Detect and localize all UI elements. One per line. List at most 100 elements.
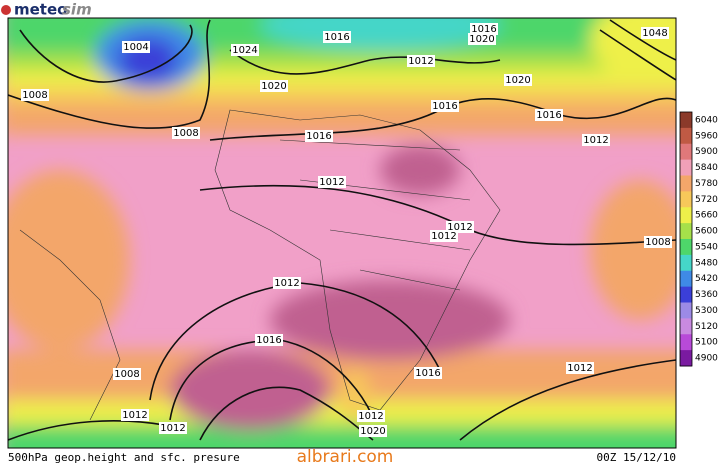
- isobar-label: 1016: [256, 335, 281, 346]
- colorbar: 6040 5960 5900 5840 5780 5720 5660 5600 5540 5480…: [679, 111, 718, 367]
- colorbar-swatch: [680, 318, 692, 335]
- isobar-label: 1020: [261, 81, 286, 92]
- isobar-label-box: [323, 31, 351, 43]
- logo-icon: [1, 5, 11, 15]
- isobar-label-box: [273, 277, 301, 289]
- isobar-label-box: [641, 27, 669, 39]
- colorbar-swatch: [680, 112, 692, 129]
- isobar-label-box: [407, 55, 435, 67]
- colorbar-swatch: [680, 270, 692, 288]
- isobar-label-box: [431, 100, 459, 112]
- isobar-label: 1016: [432, 101, 457, 112]
- isobar-label-box: [21, 89, 49, 101]
- isobar-label-box: [260, 80, 288, 92]
- map-frame: [7, 17, 677, 449]
- colorbar-label: 5840: [695, 163, 718, 173]
- colorbar-swatch: [680, 143, 692, 161]
- isobar-label: 1016: [471, 24, 496, 35]
- isobar-label-box: [414, 367, 442, 379]
- isobar-label: 1020: [469, 34, 494, 45]
- isobar-labels: 1004 102410161016102010481008102010121020…: [21, 23, 672, 437]
- colorbar-label: 5120: [695, 322, 718, 332]
- logo-brand: meteo: [14, 1, 67, 19]
- isobar-label-box: [357, 410, 385, 422]
- isobar-label-box: [121, 409, 149, 421]
- colorbar-swatch: [680, 207, 692, 224]
- colorbar-swatch: [680, 239, 692, 256]
- isobar-label-box: [318, 176, 346, 188]
- colorbar-label: 5660: [695, 211, 718, 221]
- isobar-label: 1016: [415, 368, 440, 379]
- colorbar-label: 5360: [695, 290, 718, 300]
- colorbar-swatch: [680, 350, 692, 367]
- isobar-label: 1048: [642, 28, 667, 39]
- isobar-label: 1004: [123, 42, 148, 53]
- isobar-label-box: [430, 230, 458, 242]
- colorbar-swatch: [680, 334, 692, 351]
- colorbar-swatch: [680, 159, 692, 176]
- colorbar-label: 5480: [695, 258, 718, 268]
- isobar-label-box: [231, 44, 259, 56]
- isobar-label: 1020: [505, 75, 530, 86]
- isobar-label: 1016: [536, 110, 561, 121]
- isobar-label: 1008: [22, 90, 47, 101]
- isobar-label: 1012: [583, 135, 608, 146]
- logo-suffix: sim: [62, 1, 92, 19]
- colorbar-label: 5960: [695, 131, 718, 141]
- map: 1004 102410161016102010481008102010121020…: [8, 18, 676, 448]
- isobar-label-box: [535, 109, 563, 121]
- colorbar-label: 5780: [695, 179, 718, 189]
- isobar-label-box: [255, 334, 283, 346]
- isobar-label-box: [644, 236, 672, 248]
- colorbar-label: 5540: [695, 242, 718, 252]
- source: albrari.com: [297, 447, 394, 466]
- logo: meteo sim: [1, 1, 92, 19]
- isobar-label: 1012: [160, 423, 185, 434]
- isobar-label-box: [470, 23, 498, 35]
- isobar-label-box: [159, 422, 187, 434]
- isobar-label-box: [122, 41, 150, 53]
- isobar-label-box: [305, 130, 333, 142]
- isobar-label: 1012: [358, 411, 383, 422]
- colorbar-swatch: [680, 286, 692, 303]
- colorbar-label: 5100: [695, 338, 718, 348]
- isobar-label: 1012: [274, 278, 299, 289]
- colorbar-label: 5420: [695, 274, 718, 284]
- isobar-label: 1008: [645, 237, 670, 248]
- colorbar-swatch: [680, 127, 692, 145]
- isobar-label: 1016: [324, 32, 349, 43]
- isobar-label-box: [359, 425, 387, 437]
- isobar-label: 1024: [232, 45, 257, 56]
- colorbar-swatch: [680, 175, 692, 192]
- timestamp: 00Z 15/12/10: [597, 451, 676, 464]
- colorbar-label: 5600: [695, 227, 718, 237]
- isobar-label: 1012: [447, 222, 472, 233]
- isobar-label-box: [113, 368, 141, 380]
- isobar-label: 1016: [306, 131, 331, 142]
- colorbar-swatch: [680, 223, 692, 240]
- isobar-label-box: [468, 33, 496, 45]
- colorbar-swatch: [680, 254, 692, 272]
- isobar-label-box: [504, 74, 532, 86]
- colorbar-label: 5720: [695, 195, 718, 205]
- isobar-label: 1012: [122, 410, 147, 421]
- isobar-label-box: [566, 362, 594, 374]
- isobar-label: 1008: [114, 369, 139, 380]
- colorbar-swatch: [680, 191, 692, 208]
- colorbar-label: 6040: [695, 115, 718, 125]
- isobar-label: 1012: [567, 363, 592, 374]
- colorbar-label: 4900: [695, 354, 718, 364]
- colorbar-frame: [679, 111, 693, 367]
- isobar-label: 1012: [319, 177, 344, 188]
- colorbar-label: 5300: [695, 306, 718, 316]
- isobar-label: 1012: [431, 231, 456, 242]
- colorbar-label: 5900: [695, 147, 718, 157]
- isobar-label-box: [582, 134, 610, 146]
- colorbar-swatch: [680, 302, 692, 319]
- caption: 500hPa geop.height and sfc. presure: [8, 451, 240, 464]
- isobar-label-box: [172, 127, 200, 139]
- isobar-label: 1020: [360, 426, 385, 437]
- isobar-label: 1008: [173, 128, 198, 139]
- isobar-label: 1012: [408, 56, 433, 67]
